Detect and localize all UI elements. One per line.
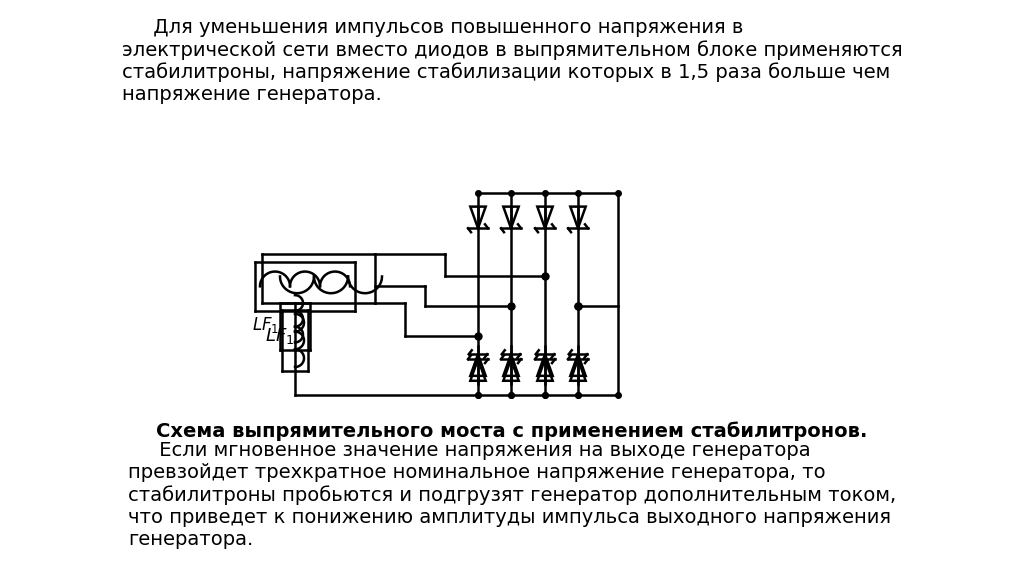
Text: Если мгновенное значение напряжения на выходе генератора
превзойдет трехкратное : Если мгновенное значение напряжения на в… — [128, 441, 896, 548]
Text: $LF_1$: $LF_1$ — [265, 325, 294, 346]
Text: Для уменьшения импульсов повышенного напряжения в
электрической сети вместо диод: Для уменьшения импульсов повышенного нап… — [122, 18, 902, 104]
Text: $LF_1$: $LF_1$ — [252, 314, 280, 335]
Text: Схема выпрямительного моста с применением стабилитронов.: Схема выпрямительного моста с применение… — [157, 421, 867, 441]
